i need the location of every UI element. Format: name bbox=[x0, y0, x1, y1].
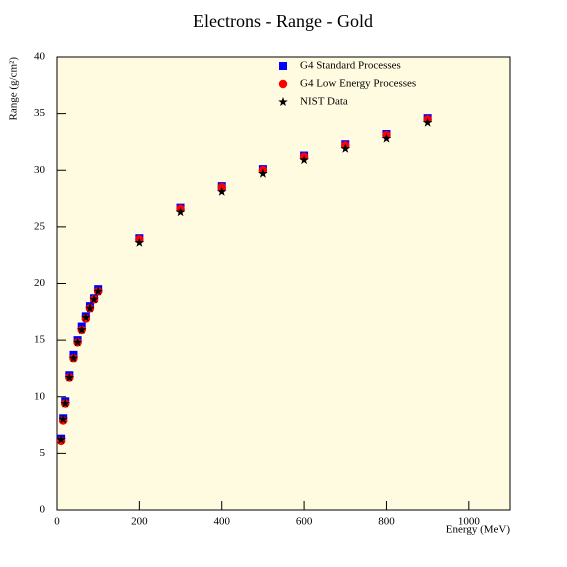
x-tick-label: 600 bbox=[296, 516, 313, 528]
y-tick-label: 25 bbox=[34, 220, 46, 232]
point bbox=[76, 324, 87, 334]
point bbox=[258, 168, 268, 178]
plot-area bbox=[56, 56, 511, 511]
legend-label: G4 Standard Processes bbox=[300, 60, 401, 72]
point bbox=[422, 117, 433, 127]
point bbox=[60, 398, 70, 408]
legend-label: NIST Data bbox=[300, 96, 348, 108]
point bbox=[58, 414, 68, 424]
y-tick-label: 15 bbox=[34, 334, 46, 346]
chart-title: Electrons - Range - Gold bbox=[193, 11, 373, 31]
y-tick-label: 35 bbox=[34, 107, 46, 119]
point bbox=[72, 337, 83, 347]
point bbox=[216, 186, 227, 196]
point bbox=[134, 237, 145, 247]
x-tick-label: 1000 bbox=[458, 516, 481, 528]
point bbox=[68, 353, 79, 363]
x-tick-label: 0 bbox=[54, 516, 60, 528]
x-axis-label: Energy (MeV) bbox=[446, 524, 511, 536]
point bbox=[175, 207, 186, 217]
y-axis-label: Range (g/cm²) bbox=[8, 57, 20, 121]
point bbox=[299, 155, 309, 165]
x-tick-label: 400 bbox=[213, 516, 230, 528]
point bbox=[381, 133, 392, 143]
point bbox=[81, 312, 91, 322]
x-tick-label: 800 bbox=[378, 516, 395, 528]
legend-label: G4 Low Energy Processes bbox=[300, 78, 416, 90]
point bbox=[85, 303, 95, 313]
y-tick-label: 40 bbox=[34, 51, 46, 63]
legend-marker bbox=[279, 62, 287, 70]
point bbox=[340, 143, 351, 153]
y-tick-label: 0 bbox=[40, 504, 46, 516]
point bbox=[56, 434, 66, 444]
legend-marker bbox=[278, 79, 288, 89]
y-tick-label: 10 bbox=[34, 390, 46, 402]
point bbox=[64, 372, 75, 382]
point bbox=[93, 286, 103, 296]
y-tick-label: 20 bbox=[34, 277, 46, 289]
point bbox=[89, 294, 99, 304]
y-tick-label: 30 bbox=[34, 164, 46, 176]
x-tick-label: 200 bbox=[131, 516, 148, 528]
legend-marker bbox=[278, 97, 288, 107]
y-tick-label: 5 bbox=[40, 447, 46, 459]
